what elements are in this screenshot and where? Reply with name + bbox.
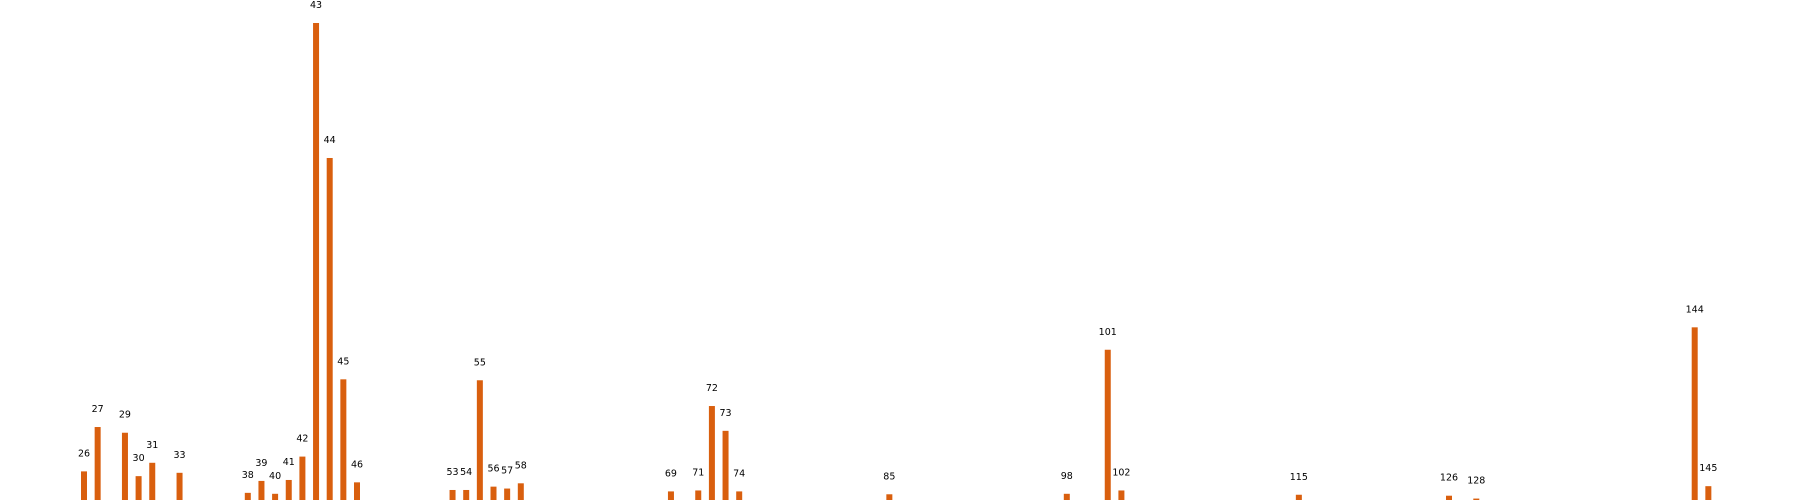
bar-label-128: 128	[1467, 476, 1485, 487]
bar-145	[1705, 486, 1712, 500]
bar-42	[299, 456, 306, 500]
bar-label-145: 145	[1699, 463, 1717, 474]
bar-43	[313, 23, 320, 500]
bar-33	[176, 472, 183, 500]
bar-label-46: 46	[351, 459, 363, 470]
bar-128	[1473, 498, 1480, 500]
bar-115	[1295, 494, 1302, 500]
bar-144	[1691, 327, 1698, 500]
bar-label-43: 43	[310, 0, 322, 11]
bar-102	[1118, 490, 1125, 500]
bar-label-102: 102	[1112, 467, 1130, 478]
bar-label-58: 58	[515, 460, 527, 471]
bar-26	[81, 471, 87, 500]
bar-label-29: 29	[119, 410, 131, 421]
bar-label-57: 57	[501, 466, 513, 477]
bar-label-31: 31	[146, 440, 158, 451]
bar-30	[135, 476, 142, 500]
bar-56	[490, 486, 497, 500]
bar-label-44: 44	[324, 135, 336, 146]
bar-label-71: 71	[692, 467, 704, 478]
bar-55	[476, 380, 483, 500]
bar-label-101: 101	[1099, 327, 1117, 338]
bar-label-69: 69	[665, 468, 677, 479]
bar-label-39: 39	[255, 458, 267, 469]
bar-45	[340, 379, 347, 500]
bar-101	[1104, 349, 1111, 500]
bar-54	[463, 489, 470, 500]
bar-40	[272, 493, 279, 500]
bar-label-56: 56	[487, 464, 499, 475]
bar-126	[1446, 495, 1452, 500]
bar-27	[94, 427, 101, 500]
bar-label-115: 115	[1290, 472, 1308, 483]
bar-31	[149, 462, 156, 500]
bar-label-54: 54	[460, 467, 472, 478]
bar-label-42: 42	[296, 434, 308, 445]
bar-98	[1063, 493, 1070, 500]
bar-label-41: 41	[283, 457, 295, 468]
bar-label-74: 74	[733, 468, 745, 479]
bar-41	[285, 479, 292, 500]
bar-series	[81, 23, 1712, 500]
bar-44	[326, 157, 333, 500]
bar-label-55: 55	[474, 357, 486, 368]
bar-72	[708, 406, 715, 500]
bar-label-26: 26	[78, 448, 90, 459]
bar-29	[121, 432, 128, 500]
bar-label-73: 73	[720, 408, 732, 419]
bar-label-72: 72	[706, 383, 718, 394]
bar-39	[258, 480, 265, 500]
bar-label-27: 27	[92, 404, 104, 415]
bar-label-33: 33	[174, 450, 186, 461]
bar-53	[449, 489, 456, 500]
bar-label-53: 53	[447, 467, 459, 478]
bar-label-38: 38	[242, 470, 254, 481]
bar-57	[504, 488, 511, 500]
bar-label-45: 45	[337, 356, 349, 367]
bar-38	[244, 492, 251, 500]
bar-85	[886, 494, 893, 500]
bar-74	[736, 491, 743, 500]
bar-58	[517, 483, 524, 500]
bar-71	[695, 490, 702, 500]
bar-label-144: 144	[1686, 304, 1704, 315]
bar-label-40: 40	[269, 471, 281, 482]
bar-46	[354, 482, 360, 500]
bar-label-98: 98	[1061, 471, 1073, 482]
bar-label-85: 85	[883, 471, 895, 482]
bar-73	[722, 430, 729, 500]
bar-69	[667, 491, 674, 500]
bar-label-126: 126	[1440, 473, 1458, 484]
bar-label-30: 30	[133, 453, 145, 464]
